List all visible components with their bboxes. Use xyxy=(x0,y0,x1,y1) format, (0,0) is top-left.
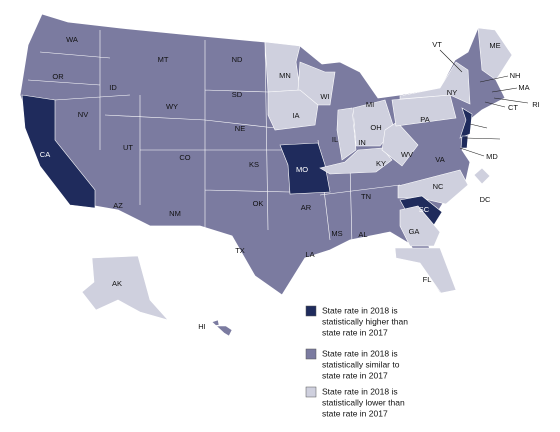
legend-label: statistically similar to xyxy=(322,359,400,369)
state-label: PA xyxy=(420,115,429,124)
state-label: MT xyxy=(158,55,169,64)
state-label: NV xyxy=(78,110,88,119)
state-label: LA xyxy=(305,250,314,259)
state-label: GA xyxy=(409,227,420,236)
state-label: AR xyxy=(301,203,312,212)
legend-label: statistically higher than xyxy=(322,316,408,326)
legend-swatch xyxy=(305,348,317,360)
state-label: NM xyxy=(169,209,181,218)
legend-label: state rate in 2017 xyxy=(322,370,388,380)
state-shape xyxy=(399,205,441,247)
state-label: CO xyxy=(179,153,190,162)
state-label: NE xyxy=(235,124,245,133)
state-label: VA xyxy=(435,155,444,164)
state-shape xyxy=(473,167,491,185)
state-label: OR xyxy=(52,72,64,81)
state-label: CT xyxy=(508,103,518,112)
state-shape xyxy=(264,41,301,93)
state-label: UT xyxy=(123,143,133,152)
legend-label: state rate in 2017 xyxy=(322,327,388,337)
state-shape xyxy=(477,27,513,81)
state-label: AL xyxy=(358,230,367,239)
state-shape xyxy=(381,121,419,167)
state-label: MO xyxy=(296,165,308,174)
state-shape xyxy=(394,247,457,294)
state-label: DC xyxy=(480,195,491,204)
state-label: FL xyxy=(423,275,432,284)
state-label: NY xyxy=(447,88,457,97)
state-shape xyxy=(21,94,96,209)
state-label: IL xyxy=(332,135,338,144)
state-label: ND xyxy=(232,55,243,64)
state-label: NJ xyxy=(489,123,498,132)
state-label: SD xyxy=(232,90,243,99)
state-label: KY xyxy=(376,159,386,168)
state-label: ID xyxy=(109,83,117,92)
state-label: AK xyxy=(112,279,122,288)
state-label: NC xyxy=(433,182,444,191)
state-label: KS xyxy=(249,160,259,169)
legend-label: State rate in 2018 is xyxy=(322,305,398,315)
state-label: WY xyxy=(166,102,178,111)
state-shape xyxy=(81,255,169,321)
state-shape xyxy=(460,135,469,149)
state-label: OK xyxy=(253,199,264,208)
state-label: DE xyxy=(503,134,513,143)
state-label: RI xyxy=(532,100,540,109)
leader-lines xyxy=(439,49,529,157)
state-label: AZ xyxy=(113,201,123,210)
state-label: CA xyxy=(40,150,50,159)
state-label: VT xyxy=(432,40,442,49)
us-outline xyxy=(19,13,513,296)
state-label: MN xyxy=(279,71,291,80)
state-label: WV xyxy=(401,150,413,159)
state-label: WA xyxy=(66,35,78,44)
state-shape xyxy=(399,61,471,105)
state-label: OH xyxy=(370,123,381,132)
state-label: SC xyxy=(419,205,430,214)
legend-swatch xyxy=(305,386,317,398)
legend-label: State rate in 2018 is xyxy=(322,386,398,396)
state-label: MD xyxy=(486,152,498,161)
state-label: TN xyxy=(361,192,371,201)
state-label: WI xyxy=(320,92,329,101)
state-shape xyxy=(211,319,233,337)
state-shape xyxy=(397,169,469,205)
state-label: MA xyxy=(518,83,529,92)
legend-label: statistically lower than xyxy=(322,397,405,407)
state-shape xyxy=(279,142,331,195)
state-label: MI xyxy=(366,100,374,109)
state-borders xyxy=(27,30,401,246)
legend-label: State rate in 2018 is xyxy=(322,348,398,358)
legend-label: state rate in 2017 xyxy=(322,408,388,418)
state-label: IN xyxy=(358,138,366,147)
state-label: HI xyxy=(198,322,206,331)
state-label: MS xyxy=(331,229,342,238)
state-label: NH xyxy=(510,71,521,80)
state-label: IA xyxy=(292,111,299,120)
state-shape xyxy=(336,107,357,161)
state-label: ME xyxy=(489,41,500,50)
legend-swatch xyxy=(305,305,317,317)
state-shape xyxy=(267,89,319,131)
state-label: TX xyxy=(235,246,245,255)
